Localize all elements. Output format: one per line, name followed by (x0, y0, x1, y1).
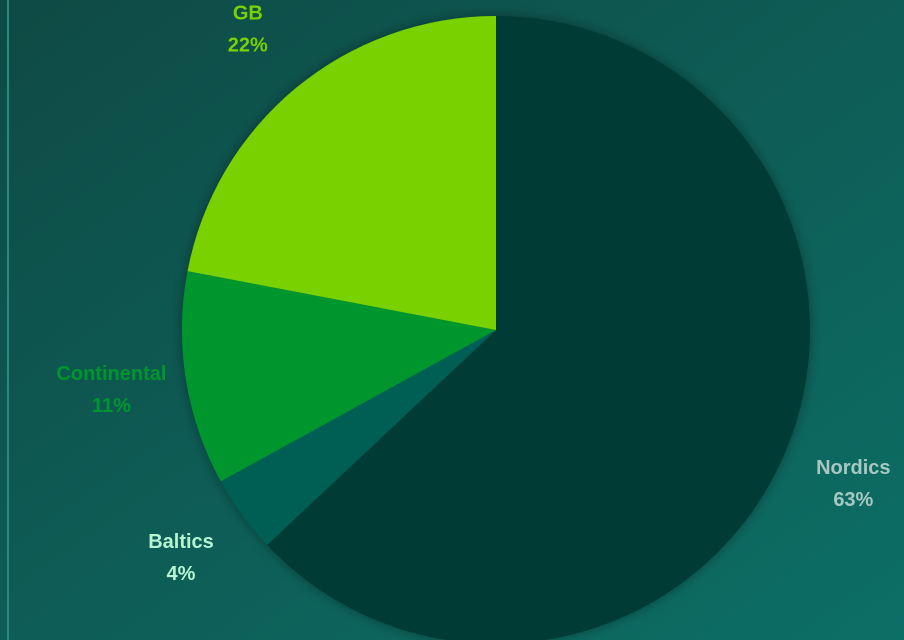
pie (181, 16, 810, 640)
slice-value-label: 22% (228, 34, 268, 56)
pie-slice (220, 330, 496, 545)
pie-slice (181, 271, 496, 482)
slice-label: GB (233, 2, 263, 24)
slice-value-label: 11% (92, 395, 131, 417)
pie-slice (187, 16, 496, 330)
slice-label: Nordics (816, 457, 890, 479)
slice-value-label: 63% (833, 489, 873, 511)
slice-label: Continental (56, 363, 166, 385)
slice-value-label: 4% (167, 563, 196, 585)
slice-label: Baltics (148, 531, 214, 553)
pie-slice (267, 16, 810, 640)
